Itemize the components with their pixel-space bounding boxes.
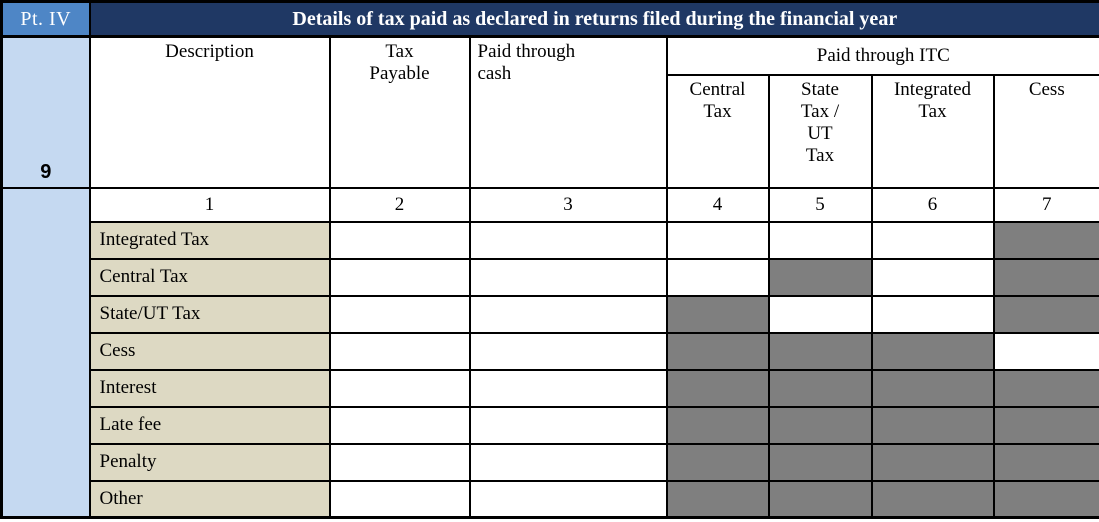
amount-cell-paid-through-cash-late-fee[interactable]	[468, 405, 668, 445]
blocked-cell-itc-cess-interest	[992, 368, 1099, 408]
table-row-central-tax: Central Tax	[2, 257, 1099, 297]
col-header-description-label: Description	[165, 41, 254, 62]
blocked-cell-itc-cess-central-tax	[992, 257, 1099, 297]
table-row-cess: Cess	[2, 331, 1099, 371]
blocked-cell-itc-cess-state-ut-tax	[992, 294, 1099, 334]
amount-cell-tax-payable-cess[interactable]	[328, 331, 471, 371]
blocked-cell-itc-integrated-tax-late-fee	[870, 405, 995, 445]
amount-cell-paid-through-cash-penalty[interactable]	[468, 442, 668, 482]
section-title: Details of tax paid as declared in retur…	[88, 0, 1099, 38]
title-row: Pt. IV Details of tax paid as declared i…	[0, 0, 1099, 38]
blocked-cell-itc-state-ut-tax-interest	[767, 368, 873, 408]
amount-cell-tax-payable-integrated-tax[interactable]	[328, 220, 471, 260]
blocked-cell-itc-integrated-tax-penalty	[870, 442, 995, 482]
amount-cell-itc-integrated-tax-central-tax[interactable]	[870, 257, 995, 297]
table-row-state-ut-tax: State/UT Tax	[2, 294, 1099, 334]
amount-cell-paid-through-cash-cess[interactable]	[468, 331, 668, 371]
amount-cell-tax-payable-penalty[interactable]	[328, 442, 471, 482]
row-label-penalty: Penalty	[88, 442, 331, 482]
sidebar-spacer	[0, 186, 91, 519]
col-header-itc-integrated-tax: Integrated Tax	[870, 73, 995, 189]
blocked-cell-itc-central-tax-cess	[665, 331, 770, 371]
blocked-cell-itc-cess-other	[992, 479, 1099, 519]
blocked-cell-itc-integrated-tax-cess	[870, 331, 995, 371]
col-header-itc-central-tax: Central Tax	[665, 73, 770, 189]
row-label-late-fee: Late fee	[88, 405, 331, 445]
column-number-6: 6	[870, 186, 995, 223]
row-label-cess: Cess	[88, 331, 331, 371]
col-header-itc-state-ut-tax: State Tax / UT Tax	[767, 73, 873, 189]
col-header-itc-integrated-tax-label: Integrated Tax	[893, 78, 971, 122]
column-number-5: 5	[767, 186, 873, 223]
amount-cell-tax-payable-state-ut-tax[interactable]	[328, 294, 471, 334]
column-number-2: 2	[328, 186, 471, 223]
row-label-state-ut-tax: State/UT Tax	[88, 294, 331, 334]
table-row-other: Other	[2, 479, 1099, 519]
amount-cell-paid-through-cash-integrated-tax[interactable]	[468, 220, 668, 260]
column-number-3: 3	[468, 186, 668, 223]
amount-cell-paid-through-cash-central-tax[interactable]	[468, 257, 668, 297]
amount-cell-itc-integrated-tax-integrated-tax[interactable]	[870, 220, 995, 260]
part-badge: Pt. IV	[0, 0, 91, 38]
column-number-row: 1 2 3 4 5 6 7	[0, 186, 1099, 519]
blocked-cell-itc-central-tax-interest	[665, 368, 770, 408]
column-number-7: 7	[992, 186, 1099, 223]
col-header-description: Description	[88, 35, 331, 189]
amount-cell-tax-payable-other[interactable]	[328, 479, 471, 519]
column-number-4: 4	[665, 186, 770, 223]
blocked-cell-itc-central-tax-late-fee	[665, 405, 770, 445]
amount-cell-itc-state-ut-tax-state-ut-tax[interactable]	[767, 294, 873, 334]
blocked-cell-itc-cess-late-fee	[992, 405, 1099, 445]
blocked-cell-itc-central-tax-state-ut-tax	[665, 294, 770, 334]
amount-cell-itc-central-tax-integrated-tax[interactable]	[665, 220, 770, 260]
row-label-interest: Interest	[88, 368, 331, 408]
col-header-itc-cess-label: Cess	[1028, 78, 1065, 100]
col-header-itc-central-tax-label: Central Tax	[689, 78, 746, 122]
amount-cell-itc-state-ut-tax-integrated-tax[interactable]	[767, 220, 873, 260]
amount-cell-paid-through-cash-other[interactable]	[468, 479, 668, 519]
table-row-late-fee: Late fee	[2, 405, 1099, 445]
blocked-cell-itc-central-tax-penalty	[665, 442, 770, 482]
amount-cell-tax-payable-central-tax[interactable]	[328, 257, 471, 297]
row-label-integrated-tax: Integrated Tax	[88, 220, 331, 260]
blocked-cell-itc-state-ut-tax-cess	[767, 331, 873, 371]
col-header-paid-through-itc: Paid through ITC	[665, 35, 1099, 76]
col-header-paid-through-cash: Paid through cash	[468, 35, 668, 189]
blocked-cell-itc-state-ut-tax-late-fee	[767, 405, 873, 445]
blocked-cell-itc-central-tax-other	[665, 479, 770, 519]
blocked-cell-itc-integrated-tax-other	[870, 479, 995, 519]
blocked-cell-itc-state-ut-tax-other	[767, 479, 873, 519]
blocked-cell-itc-state-ut-tax-penalty	[767, 442, 873, 482]
amount-cell-itc-integrated-tax-state-ut-tax[interactable]	[870, 294, 995, 334]
amount-cell-tax-payable-interest[interactable]	[328, 368, 471, 408]
row-label-other: Other	[88, 479, 331, 519]
table-row-penalty: Penalty	[2, 442, 1099, 482]
column-number-1: 1	[88, 186, 331, 223]
blocked-cell-itc-cess-integrated-tax	[992, 220, 1099, 260]
amount-cell-tax-payable-late-fee[interactable]	[328, 405, 471, 445]
row-label-central-tax: Central Tax	[88, 257, 331, 297]
col-header-itc-cess: Cess	[992, 73, 1099, 189]
blocked-cell-itc-state-ut-tax-central-tax	[767, 257, 873, 297]
header-row-top: 9 Description Tax Payable Paid through c…	[0, 35, 1099, 189]
table-row-integrated-tax: Integrated Tax	[2, 220, 1099, 260]
col-header-tax-payable: Tax Payable	[328, 35, 471, 189]
amount-cell-paid-through-cash-state-ut-tax[interactable]	[468, 294, 668, 334]
col-header-itc-state-ut-tax-label: State Tax / UT Tax	[800, 78, 840, 166]
amount-cell-paid-through-cash-interest[interactable]	[468, 368, 668, 408]
amount-cell-itc-central-tax-central-tax[interactable]	[665, 257, 770, 297]
table-row-interest: Interest	[2, 368, 1099, 408]
section-number: 9	[0, 35, 91, 189]
blocked-cell-itc-integrated-tax-interest	[870, 368, 995, 408]
col-header-paid-through-cash-label: Paid through cash	[477, 41, 576, 84]
blocked-cell-itc-cess-penalty	[992, 442, 1099, 482]
col-header-tax-payable-label: Tax Payable	[369, 41, 430, 84]
header-row-itc-sub: Central Tax State Tax / UT Tax Integrate…	[2, 73, 1099, 189]
amount-cell-itc-cess-cess[interactable]	[992, 331, 1099, 371]
